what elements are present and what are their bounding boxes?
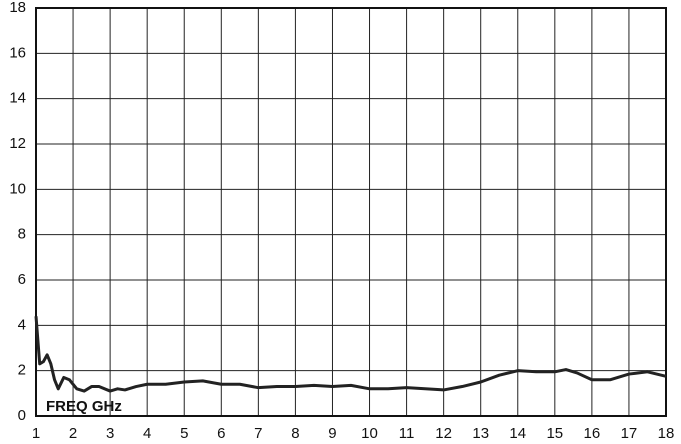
x-tick-label: 13 bbox=[472, 425, 489, 442]
y-tick-label: 14 bbox=[9, 90, 26, 107]
y-tick-label: 6 bbox=[18, 271, 26, 288]
data-line bbox=[34, 316, 667, 393]
x-tick-label: 11 bbox=[399, 425, 415, 442]
x-tick-label: 8 bbox=[291, 425, 299, 442]
y-tick-label: 2 bbox=[18, 362, 26, 379]
x-tick-label: 14 bbox=[509, 425, 526, 442]
x-tick-label: 17 bbox=[621, 425, 638, 442]
x-tick-label: 6 bbox=[217, 425, 225, 442]
y-tick-label: 18 bbox=[9, 0, 26, 16]
y-tick-label: 10 bbox=[9, 180, 26, 197]
x-tick-label: 7 bbox=[254, 425, 262, 442]
x-tick-label: 15 bbox=[546, 425, 563, 442]
x-tick-label: 2 bbox=[69, 425, 77, 442]
x-tick-label: 1 bbox=[32, 425, 40, 442]
y-tick-label: 4 bbox=[18, 316, 26, 333]
y-tick-label: 12 bbox=[9, 135, 26, 152]
plot-frame bbox=[35, 7, 667, 417]
x-tick-label: 9 bbox=[328, 425, 336, 442]
x-tick-label: 18 bbox=[658, 425, 675, 442]
x-tick-label: 12 bbox=[435, 425, 452, 442]
y-tick-label: 8 bbox=[18, 226, 26, 243]
x-tick-label: 5 bbox=[180, 425, 188, 442]
y-tick-label: 16 bbox=[9, 44, 26, 61]
x-tick-label: 3 bbox=[106, 425, 114, 442]
y-tick-label: 0 bbox=[18, 407, 26, 424]
annotation: FREQ GHz bbox=[46, 398, 122, 415]
x-tick-label: 4 bbox=[143, 425, 151, 442]
x-tick-label: 16 bbox=[584, 425, 601, 442]
x-tick-label: 10 bbox=[361, 425, 378, 442]
